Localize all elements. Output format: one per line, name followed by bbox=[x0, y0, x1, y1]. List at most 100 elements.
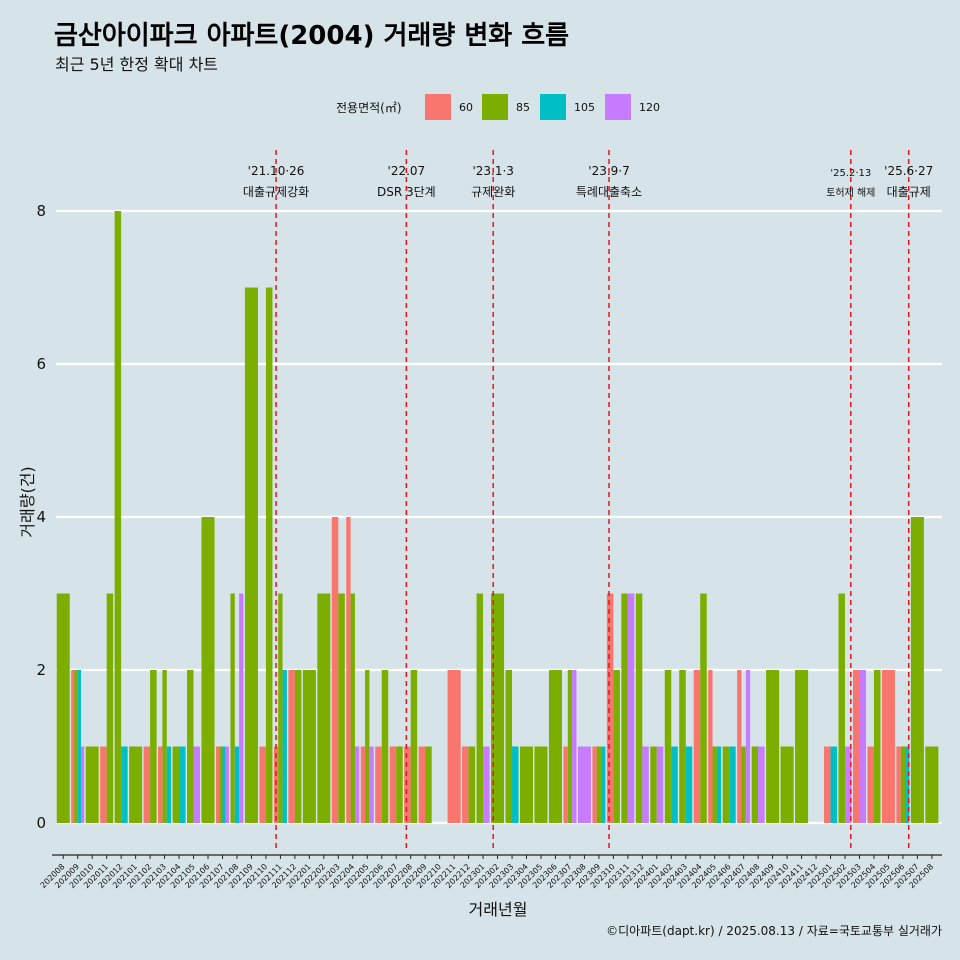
bar-202102-60 bbox=[143, 746, 151, 823]
bar-202402-105 bbox=[671, 746, 678, 823]
bar-202211-60 bbox=[447, 670, 461, 823]
bar-202501-60 bbox=[824, 746, 831, 823]
bar-202402-85 bbox=[664, 670, 672, 823]
bar-202112-85 bbox=[294, 670, 302, 823]
bar-202302-85 bbox=[491, 593, 505, 823]
bar-202104-85 bbox=[172, 746, 180, 823]
bar-202207-60 bbox=[389, 746, 397, 823]
bar-202108-120 bbox=[239, 593, 244, 823]
bar-202405-85 bbox=[712, 746, 717, 823]
bar-202103-85 bbox=[162, 670, 167, 823]
bar-202508-85 bbox=[925, 746, 939, 823]
y-tick-label: 0 bbox=[36, 814, 46, 832]
bar-202111-85 bbox=[278, 593, 283, 823]
bar-202312-120 bbox=[642, 746, 649, 823]
bar-202504-85 bbox=[873, 670, 881, 823]
bar-202107-60 bbox=[215, 746, 220, 823]
bar-202104-105 bbox=[179, 746, 186, 823]
legend-swatch-105 bbox=[540, 94, 566, 120]
bar-202311-120 bbox=[627, 593, 635, 823]
bar-202109-85 bbox=[244, 287, 258, 823]
bar-202411-85 bbox=[795, 670, 809, 823]
event-date-label: '21.10·26 bbox=[248, 164, 305, 178]
legend-label-85: 85 bbox=[516, 101, 530, 114]
bar-202205-60 bbox=[360, 746, 366, 823]
bar-202212-60 bbox=[462, 746, 469, 823]
bar-202205-85 bbox=[365, 670, 370, 823]
bar-202204-120 bbox=[354, 746, 360, 823]
bar-202309-105 bbox=[601, 746, 606, 823]
bar-202507-85 bbox=[910, 517, 924, 823]
bar-202110-85 bbox=[265, 287, 273, 823]
bar-202203-60 bbox=[331, 517, 339, 823]
bar-202110-60 bbox=[259, 746, 266, 823]
bar-202102-85 bbox=[150, 670, 157, 823]
bar-202506-60 bbox=[896, 746, 901, 823]
bar-202401-85 bbox=[650, 746, 657, 823]
legend-swatch-120 bbox=[605, 94, 631, 120]
bar-202407-60 bbox=[737, 670, 742, 823]
bar-202208-85 bbox=[410, 670, 418, 823]
bar-202408-85 bbox=[751, 746, 759, 823]
bar-202311-85 bbox=[621, 593, 628, 823]
bar-202312-85 bbox=[635, 593, 643, 823]
bar-202204-85 bbox=[350, 593, 355, 823]
bar-202501-105 bbox=[830, 746, 838, 823]
bar-202209-85 bbox=[425, 746, 432, 823]
chart-subtitle: 최근 5년 한정 확대 차트 bbox=[55, 55, 218, 74]
bar-202405-105 bbox=[716, 746, 722, 823]
bar-202503-60 bbox=[852, 670, 860, 823]
bar-202108-105 bbox=[234, 746, 240, 823]
bar-202404-60 bbox=[693, 670, 701, 823]
bar-202011-60 bbox=[100, 746, 107, 823]
bar-202410-85 bbox=[780, 746, 794, 823]
bar-202009-105 bbox=[77, 670, 81, 823]
bar-202009-120 bbox=[80, 746, 85, 823]
bar-202401-120 bbox=[656, 746, 664, 823]
bar-202107-105 bbox=[222, 746, 226, 823]
bar-202406-105 bbox=[729, 746, 736, 823]
bar-202505-60 bbox=[881, 670, 895, 823]
bar-202307-60 bbox=[563, 746, 568, 823]
bar-202012-85 bbox=[114, 211, 122, 823]
y-axis: 0 2 4 6 8 bbox=[36, 202, 46, 832]
bar-202207-85 bbox=[396, 746, 403, 823]
bar-202112-60 bbox=[288, 670, 295, 823]
bar-202012-105 bbox=[121, 746, 128, 823]
bar-202206-60 bbox=[375, 746, 382, 823]
bar-202105-85 bbox=[187, 670, 194, 823]
event-text-label: 대출규제강화 bbox=[243, 185, 309, 199]
bar-202504-60 bbox=[867, 746, 874, 823]
event-date-label: '22.07 bbox=[388, 164, 426, 178]
legend-swatch-85 bbox=[482, 94, 508, 120]
bar-202205-120 bbox=[369, 746, 374, 823]
source-caption: ©디아파트(dapt.kr) / 2025.08.13 / 자료=국토교통부 실… bbox=[606, 924, 942, 938]
bar-202506-105 bbox=[905, 746, 910, 823]
x-axis-title: 거래년월 bbox=[469, 900, 528, 919]
bar-202405-60 bbox=[708, 670, 713, 823]
event-text-label: 토허제 해제 bbox=[826, 186, 875, 199]
x-axis: 2020082020092020102020112020122021012021… bbox=[39, 854, 942, 890]
bar-202107-120 bbox=[225, 746, 230, 823]
bar-202209-60 bbox=[418, 746, 426, 823]
bar-202204-60 bbox=[346, 517, 351, 823]
bar-202008-85 bbox=[56, 593, 70, 823]
legend-title: 전용면적(㎡) bbox=[336, 101, 402, 115]
bar-202301-120 bbox=[483, 746, 490, 823]
bar-202301-85 bbox=[476, 593, 484, 823]
bar-202103-105 bbox=[166, 746, 172, 823]
bar-202310-60 bbox=[606, 593, 614, 823]
legend-label-105: 105 bbox=[574, 101, 595, 114]
bar-202212-85 bbox=[468, 746, 476, 823]
bar-202303-105 bbox=[512, 746, 519, 823]
bar-202306-85 bbox=[548, 670, 562, 823]
event-date-label: '25.2·13 bbox=[830, 168, 871, 179]
event-date-label: '23.1·3 bbox=[472, 164, 513, 178]
bar-202206-85 bbox=[381, 670, 389, 823]
bar-202407-85 bbox=[741, 746, 746, 823]
bar-202106-85 bbox=[201, 517, 215, 823]
bar-202406-85 bbox=[722, 746, 730, 823]
bar-202309-60 bbox=[592, 746, 597, 823]
y-tick-label: 8 bbox=[36, 202, 46, 220]
